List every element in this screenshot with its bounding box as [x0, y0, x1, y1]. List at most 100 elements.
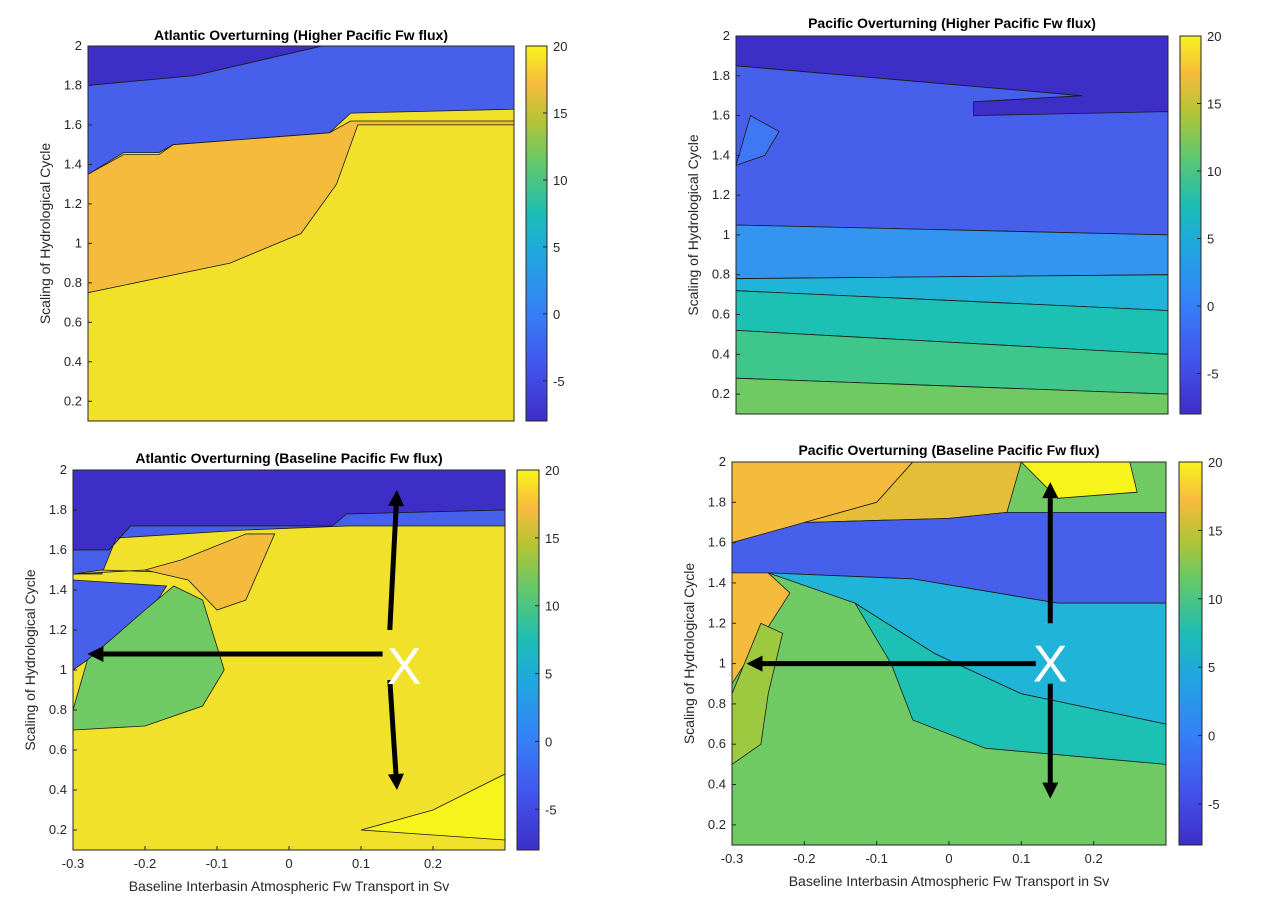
x-tick-label: 0 [285, 856, 292, 871]
y-tick-label: 0.6 [49, 742, 67, 757]
contour-panel-atlantic-higher: Atlantic Overturning (Higher Pacific Fw … [37, 27, 567, 422]
arrow-head [388, 490, 405, 507]
plot-area [88, 46, 514, 421]
colorbar-tick-label: 10 [545, 599, 559, 614]
axes-frame [87, 45, 515, 422]
y-tick-label: 0.8 [712, 267, 730, 282]
arrow-head [1042, 482, 1059, 499]
x-tick-label: -0.3 [62, 856, 84, 871]
colorbar-tick-label: 15 [545, 531, 559, 546]
chart-title: Pacific Overturning (Higher Pacific Fw f… [808, 15, 1096, 31]
colorbar-tick-label: 0 [545, 734, 552, 749]
y-axis-label: Scaling of Hydrological Cycle [685, 134, 701, 316]
y-tick-label: 2 [75, 38, 82, 53]
y-tick-label: 0.8 [708, 696, 726, 711]
y-tick-label: 0.8 [49, 702, 67, 717]
colorbar-tick-label: -5 [553, 374, 565, 389]
colorbar-tick-label: 5 [1208, 660, 1215, 675]
y-tick-label: 0.6 [708, 736, 726, 751]
colorbar-tick-label: 10 [1208, 592, 1222, 607]
colorbar-tick-label: 20 [545, 463, 559, 478]
contour-region-6 [73, 585, 225, 731]
colorbar [516, 469, 540, 851]
arrow-head [387, 773, 404, 790]
y-tick-label: 2 [723, 28, 730, 43]
y-tick-label: 0.6 [64, 314, 82, 329]
contour-region-3 [88, 124, 514, 421]
chart-title: Atlantic Overturning (Higher Pacific Fw … [154, 27, 448, 43]
contour-region-6 [854, 602, 1166, 765]
y-tick-label: 1.2 [49, 622, 67, 637]
arrow-head [746, 655, 763, 672]
contour-panel-pacific-baseline: Pacific Overturning (Baseline Pacific Fw… [681, 442, 1222, 889]
chart-title: Atlantic Overturning (Baseline Pacific F… [135, 450, 442, 466]
y-tick-label: 1.8 [712, 68, 730, 83]
axes-frame [735, 35, 1169, 415]
colorbar-tick-label: 0 [553, 307, 560, 322]
colorbar-tick-label: -5 [1208, 797, 1220, 812]
colorbar-tick-label: 0 [1207, 299, 1214, 314]
colorbar-tick-label: 10 [553, 173, 567, 188]
plot-area [732, 462, 1166, 845]
x-tick-label: -0.2 [134, 856, 156, 871]
y-tick-label: 1.4 [49, 582, 67, 597]
arrow-head [87, 646, 104, 662]
colorbar-tick-label: 20 [1207, 29, 1221, 44]
x-tick-label: -0.2 [793, 851, 815, 866]
contour-region-2 [736, 115, 780, 166]
colorbar-tick-label: 5 [553, 240, 560, 255]
y-tick-label: 1.2 [708, 615, 726, 630]
colorbar-tick-label: 10 [1207, 164, 1221, 179]
y-tick-label: 0.4 [712, 346, 730, 361]
arrow-line [387, 679, 399, 775]
colorbar-tick-label: -5 [545, 802, 557, 817]
contour-region-5 [736, 290, 1168, 355]
y-tick-label: 0.4 [708, 777, 726, 792]
y-tick-label: 1.2 [64, 196, 82, 211]
y-axis-label: Scaling of Hydrological Cycle [681, 563, 697, 745]
colorbar-tick-label: 20 [553, 39, 567, 54]
y-tick-label: 1.6 [64, 117, 82, 132]
y-tick-label: 1 [75, 235, 82, 250]
y-tick-label: 0.2 [49, 822, 67, 837]
x-tick-label: -0.3 [721, 851, 743, 866]
colorbar [525, 45, 548, 422]
arrow-head [1042, 782, 1059, 799]
contour-panel-pacific-higher: Pacific Overturning (Higher Pacific Fw f… [685, 15, 1221, 415]
plot-area [736, 36, 1168, 414]
y-tick-label: 0.4 [64, 354, 82, 369]
x-tick-label: -0.1 [206, 856, 228, 871]
contour-region-3 [736, 224, 1168, 280]
y-axis-label: Scaling of Hydrological Cycle [22, 569, 38, 751]
contour-region-6 [736, 329, 1168, 395]
contour-region-8 [732, 622, 784, 765]
contour-region-4 [144, 533, 276, 611]
contour-region-7 [360, 773, 505, 841]
colorbar-tick-label: 0 [1208, 729, 1215, 744]
plot-area [73, 470, 505, 850]
y-tick-label: 1 [723, 227, 730, 242]
colorbar-tick-label: 15 [1208, 523, 1222, 538]
x-tick-label: 0.1 [352, 856, 370, 871]
y-tick-label: 1.4 [712, 147, 730, 162]
y-tick-label: 1 [60, 662, 67, 677]
contour-panel-atlantic-baseline: Atlantic Overturning (Baseline Pacific F… [22, 450, 559, 894]
colorbar [1178, 461, 1203, 846]
arrow-line [387, 505, 399, 631]
y-tick-label: 1 [719, 656, 726, 671]
y-tick-label: 0.6 [712, 307, 730, 322]
y-tick-label: 1.8 [64, 77, 82, 92]
x-marker: X [1033, 636, 1068, 694]
y-axis-label: Scaling of Hydrological Cycle [37, 143, 53, 325]
y-tick-label: 0.2 [708, 817, 726, 832]
y-tick-label: 1.4 [64, 156, 82, 171]
x-marker: X [387, 638, 422, 696]
y-tick-label: 2 [60, 462, 67, 477]
x-axis-label: Baseline Interbasin Atmospheric Fw Trans… [789, 873, 1110, 889]
colorbar-tick-label: 5 [1207, 232, 1214, 247]
y-tick-label: 0.4 [49, 782, 67, 797]
colorbar-tick-label: 20 [1208, 455, 1222, 470]
y-tick-label: 1.6 [712, 108, 730, 123]
colorbar-tick-label: 5 [545, 667, 552, 682]
